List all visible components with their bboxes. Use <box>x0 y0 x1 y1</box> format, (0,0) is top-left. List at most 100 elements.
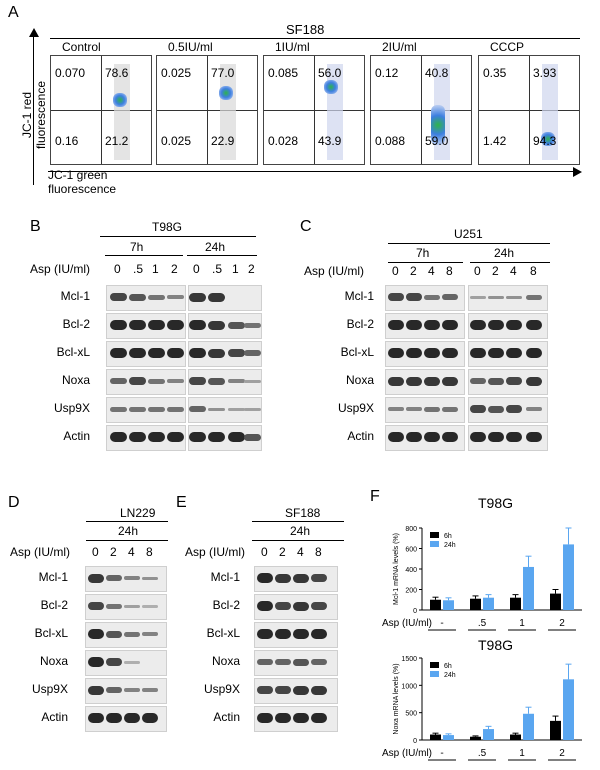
protein-band <box>88 602 104 610</box>
protein-band <box>257 573 273 583</box>
panel-label-a: A <box>8 4 19 21</box>
protein-band <box>106 713 122 723</box>
protein-band <box>424 406 440 412</box>
quadrant-value-ur: 56.0 <box>318 66 342 80</box>
bar-6h <box>430 599 441 610</box>
category-label: 1 <box>519 748 525 759</box>
quadrant-value-ur: 77.0 <box>211 66 235 80</box>
bar-24h <box>483 729 494 740</box>
protein-band <box>124 713 140 723</box>
panel-label-d: D <box>8 494 20 511</box>
flow-plot: 0.35 3.93 1.42 94.3 <box>478 55 580 165</box>
protein-band <box>128 377 146 385</box>
event-hotspot <box>541 131 555 146</box>
panel-label-c: C <box>300 218 312 235</box>
protein-band <box>142 576 158 580</box>
protein-band <box>275 713 291 723</box>
protein-band <box>311 629 327 639</box>
protein-band <box>207 320 225 330</box>
protein-band <box>109 293 127 301</box>
quadrant-value-ur: 3.93 <box>533 66 557 80</box>
panel-c-time2-line <box>470 262 550 263</box>
dose-label: 0 <box>392 264 399 278</box>
protein-band <box>227 349 245 357</box>
dose-label: 8 <box>315 545 322 559</box>
y-tick-label: 1500 <box>401 656 417 663</box>
protein-band <box>128 406 146 412</box>
quadrant-horizontal-line <box>157 110 257 111</box>
protein-band <box>188 348 206 358</box>
protein-band <box>470 432 486 442</box>
quadrant-value-ll: 0.088 <box>375 134 406 148</box>
protein-band <box>293 658 309 666</box>
protein-band <box>526 348 542 358</box>
protein-band <box>424 376 440 386</box>
flow-condition-label: 2IU/ml <box>382 40 417 54</box>
flow-condition-label: 0.5IU/ml <box>168 40 213 54</box>
protein-band <box>388 432 404 442</box>
protein-band <box>109 432 127 442</box>
protein-band <box>388 348 404 358</box>
protein-band <box>106 603 122 609</box>
dose-label: 1 <box>152 262 159 276</box>
protein-band <box>147 378 165 384</box>
bar-24h <box>483 597 494 610</box>
dose-label: .5 <box>133 262 144 276</box>
bar-24h <box>523 713 534 740</box>
quadrant-value-lr: 22.9 <box>211 134 235 148</box>
protein-band <box>257 659 273 665</box>
protein-band <box>442 348 458 358</box>
panel-e-asp-label: Asp (IU/ml) <box>185 545 245 559</box>
event-hotspot <box>431 104 445 145</box>
protein-band <box>293 573 309 583</box>
protein-band <box>406 432 422 442</box>
panel-c-cell: U251 <box>454 227 483 241</box>
bar-24h <box>523 566 534 610</box>
protein-band <box>142 632 158 636</box>
panel-d-cell: LN229 <box>120 506 156 520</box>
blot-row-label: Usp9X <box>337 401 374 415</box>
panel-label-b: B <box>30 218 41 235</box>
protein-band <box>166 320 184 330</box>
protein-band <box>442 320 458 330</box>
panel-b-asp-label: Asp (IU/ml) <box>30 262 90 276</box>
protein-band <box>488 295 504 299</box>
category-label: 1 <box>519 618 525 629</box>
legend-label: 24h <box>444 542 456 549</box>
protein-band <box>124 660 140 664</box>
blot-row-label: Bcl-2 <box>212 598 240 612</box>
panel-a-title: SF188 <box>286 22 325 37</box>
legend-label: 6h <box>444 533 452 540</box>
protein-band <box>147 406 165 412</box>
quadrant-value-ul: 0.35 <box>483 66 507 80</box>
y-tick-label: 200 <box>405 588 417 595</box>
protein-band <box>311 685 327 695</box>
dose-label: 4 <box>510 264 517 278</box>
panel-d-time-line <box>86 540 168 541</box>
legend-label: 24h <box>444 672 456 679</box>
protein-band <box>243 379 261 383</box>
blot-row-label: Mcl-1 <box>60 289 90 303</box>
protein-band <box>124 576 140 580</box>
protein-band <box>442 406 458 412</box>
y-tick-label: 0 <box>413 608 417 615</box>
bar-24h <box>563 679 574 740</box>
protein-band <box>293 685 309 695</box>
quadrant-value-ul: 0.12 <box>375 66 399 80</box>
event-hotspot <box>324 79 338 94</box>
dose-label: .5 <box>212 262 223 276</box>
x-axis-arrowhead-icon <box>573 167 582 177</box>
blot-row-label: Bcl-xL <box>206 626 240 640</box>
protein-band <box>147 432 165 442</box>
protein-band <box>257 601 273 611</box>
panel-e-time-line <box>252 540 344 541</box>
quadrant-horizontal-line <box>264 110 364 111</box>
protein-band <box>526 320 542 330</box>
dose-label: 2 <box>492 264 499 278</box>
protein-band <box>275 659 291 665</box>
protein-band <box>526 294 542 300</box>
protein-band <box>406 320 422 330</box>
dose-label: 2 <box>110 545 117 559</box>
y-tick-label: 1000 <box>401 683 417 690</box>
panel-label-e: E <box>176 494 187 511</box>
